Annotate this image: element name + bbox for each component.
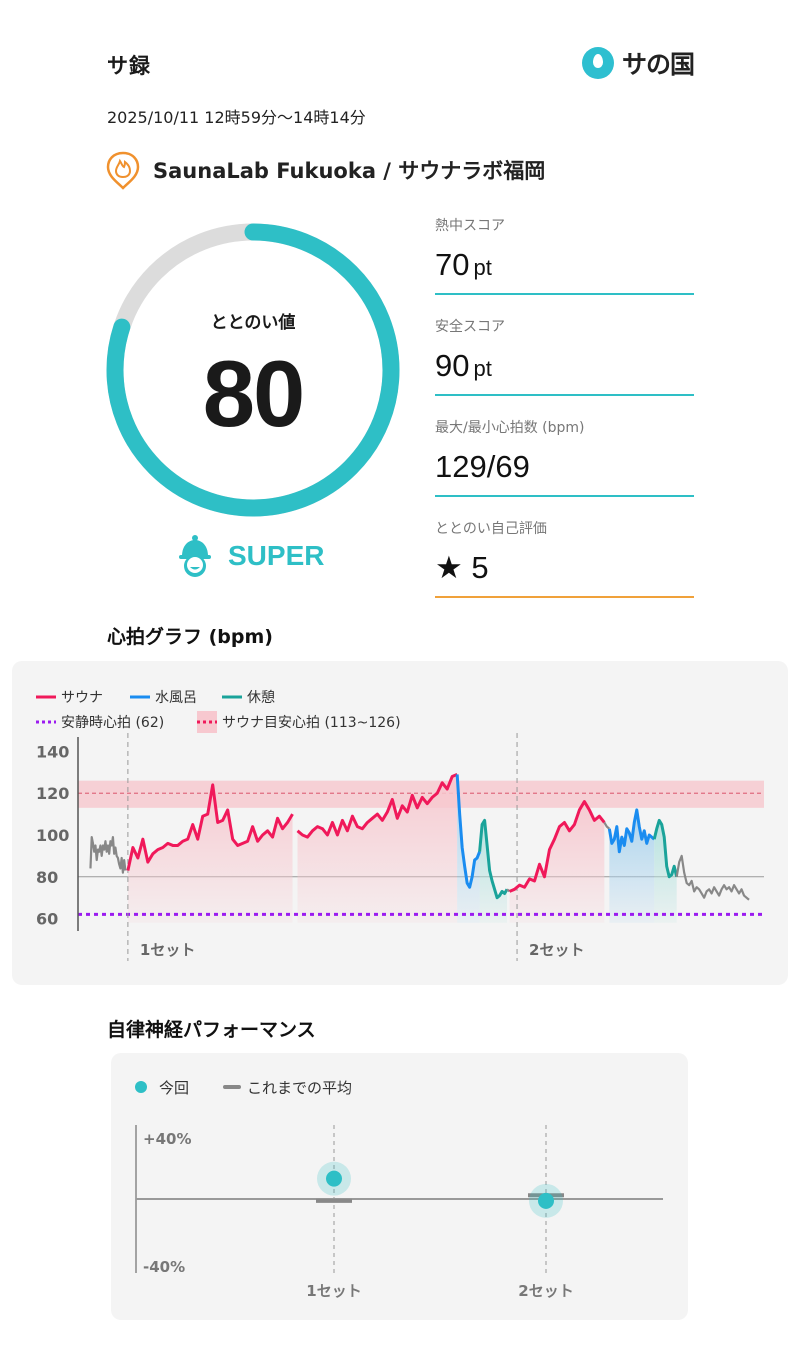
stat-value: 90 pt xyxy=(435,348,694,392)
legend-label: 水風呂 xyxy=(155,690,197,706)
hr-series-sauna xyxy=(126,783,294,871)
shaded-area-rest xyxy=(479,820,508,923)
stat-value: 129/69 xyxy=(435,449,694,493)
anp-y-tick: -40% xyxy=(143,1258,185,1276)
legend-label: これまでの平均 xyxy=(247,1079,352,1097)
stat-label: ととのい自己評価 xyxy=(435,521,547,537)
stat-value: 70 pt xyxy=(435,247,694,291)
legend-label: 今回 xyxy=(159,1079,189,1097)
shaded-area-water xyxy=(457,774,480,923)
facility[interactable]: SaunaLab Fukuoka / サウナラボ福岡 xyxy=(105,150,545,190)
legend-label: サウナ目安心拍 (113~126) xyxy=(222,715,401,731)
legend-label: 安静時心拍 (62) xyxy=(61,715,164,731)
legend-swatch-band-bg xyxy=(197,711,217,733)
hr-legend: サウナ 水風呂 休憩 安静時心拍 (62) サウナ目安心拍 (113~126) xyxy=(36,689,401,733)
flame-pin-icon xyxy=(106,151,140,190)
rank-text: SUPER xyxy=(228,540,325,571)
hr-series-sauna xyxy=(296,773,458,839)
anp-panel: 今回 これまでの平均 +40% -40% 1セット 2セット xyxy=(111,1053,688,1320)
hr-series-idle xyxy=(506,888,511,893)
set-label: 2セット xyxy=(529,941,584,959)
stat-unit: pt xyxy=(473,255,492,280)
hr-series-water xyxy=(607,808,656,854)
hr-series-idle xyxy=(675,854,750,901)
shaded-area-sauna xyxy=(509,801,605,923)
totonoi-value: 80 xyxy=(202,341,306,446)
ring-progress xyxy=(106,223,400,517)
totonoi-ring xyxy=(106,223,400,517)
stat-label: 最大/最小心拍数 (bpm) xyxy=(435,420,585,436)
anp-y-tick: +40% xyxy=(143,1130,191,1148)
anp-current-point xyxy=(538,1192,554,1209)
rank-badge: SUPER xyxy=(176,534,324,578)
hr-series-water xyxy=(455,774,482,889)
stat-underline xyxy=(435,394,694,396)
stat-self-rating: ととのい自己評価 ★ 5 xyxy=(435,518,694,598)
hr-series-idle xyxy=(603,821,611,830)
y-tick-label: 140 xyxy=(36,742,69,761)
anp-chart: 今回 これまでの平均 +40% -40% 1セット 2セット xyxy=(135,1079,663,1300)
stat-underline xyxy=(435,596,694,598)
stat-number: ★ 5 xyxy=(435,550,489,585)
legend-swatch-current xyxy=(135,1081,147,1093)
hr-series-sauna xyxy=(508,800,606,893)
facility-name: SaunaLab Fukuoka / サウナラボ福岡 xyxy=(153,159,546,183)
anp-category-label: 1セット xyxy=(306,1282,361,1300)
page-title: サ録 xyxy=(107,54,151,78)
hr-series-idle xyxy=(89,835,127,874)
session-datetime: 2025/10/11 12時59分〜14時14分 xyxy=(107,108,366,127)
y-tick-label: 100 xyxy=(36,826,69,845)
stat-underline xyxy=(435,293,694,295)
shaded-area-rest xyxy=(654,820,677,923)
legend-label: サウナ xyxy=(61,690,103,706)
legend-label: 休憩 xyxy=(247,689,275,706)
totonoi-label: ととのい値 xyxy=(210,313,296,333)
logo-text: サの国 xyxy=(622,50,695,79)
stat-heart-rate: 最大/最小心拍数 (bpm) 129/69 xyxy=(435,417,694,497)
stat-label: 熱中スコア xyxy=(435,218,505,234)
anp-category-label: 2セット xyxy=(518,1282,573,1300)
anp-current-point xyxy=(326,1170,342,1187)
stat-number: 129/69 xyxy=(435,449,530,484)
hr-series-rest xyxy=(478,818,509,900)
stat-number: 90 xyxy=(435,348,470,383)
set-label: 1セット xyxy=(140,941,195,959)
anp-title: 自律神経パフォーマンス xyxy=(107,1019,316,1041)
hr-graph-title: 心拍グラフ (bpm) xyxy=(107,626,273,648)
sauna-hat-mascot-icon xyxy=(179,535,211,577)
stat-number: 70 xyxy=(435,247,470,282)
hr-graph-panel: サウナ 水風呂 休憩 安静時心拍 (62) サウナ目安心拍 (113~126) … xyxy=(12,661,788,985)
drop-logo-icon xyxy=(582,47,614,79)
y-tick-label: 60 xyxy=(36,910,58,929)
stat-value: ★ 5 xyxy=(435,550,694,594)
stat-label: 安全スコア xyxy=(435,319,505,335)
stat-heat-score: 熱中スコア 70 pt xyxy=(435,215,694,295)
app-logo: サの国 xyxy=(582,46,695,80)
stat-underline xyxy=(435,495,694,497)
shaded-area-sauna xyxy=(127,784,293,923)
hr-series-rest xyxy=(652,818,679,879)
hr-chart: サウナ 水風呂 休憩 安静時心拍 (62) サウナ目安心拍 (113~126) … xyxy=(36,689,764,961)
totonoi-gauge xyxy=(103,220,403,520)
y-tick-label: 80 xyxy=(36,868,58,887)
shaded-area-sauna xyxy=(297,774,458,923)
stat-safety-score: 安全スコア 90 pt xyxy=(435,316,694,396)
stat-unit: pt xyxy=(473,356,492,381)
anp-legend: 今回 これまでの平均 xyxy=(135,1079,352,1097)
y-tick-label: 120 xyxy=(36,784,69,803)
